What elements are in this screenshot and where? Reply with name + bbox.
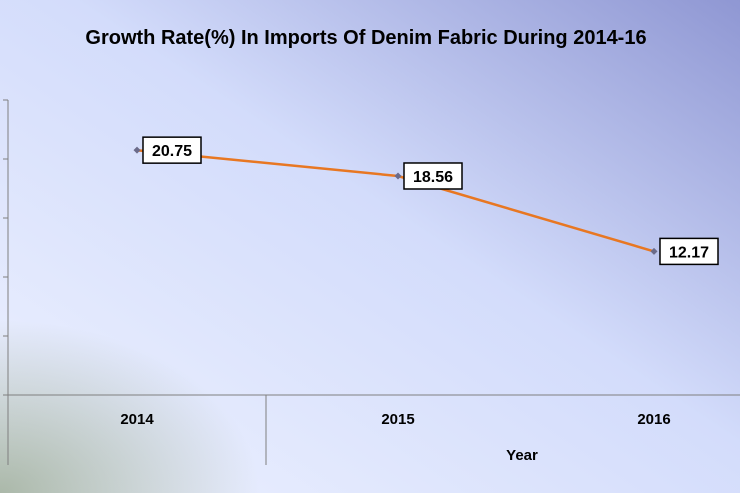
chart-title: Growth Rate(%) In Imports Of Denim Fabri… [85,27,646,49]
data-label-box-2014 [142,136,202,164]
y-axis-ticks [3,99,8,396]
x-tick-label-2015: 2015 [381,411,414,428]
x-tick-label-2014: 2014 [120,411,154,428]
data-labels: 20.75 18.56 12.17 [142,136,719,266]
data-label-box-2016 [659,237,719,266]
data-point-2016 [650,247,658,255]
x-tick-label-2016: 2016 [637,411,670,428]
data-point-2015 [394,172,402,180]
series-group [133,146,658,255]
data-point-2014 [133,146,141,154]
x-axis-label: Year [506,447,538,464]
data-label-2014: 20.75 [152,143,192,160]
data-label-2016: 12.17 [669,244,709,261]
data-label-2015: 18.56 [413,169,453,186]
data-label-box-2015 [403,162,463,190]
x-tick-labels: 2014 2015 2016 [120,411,670,428]
